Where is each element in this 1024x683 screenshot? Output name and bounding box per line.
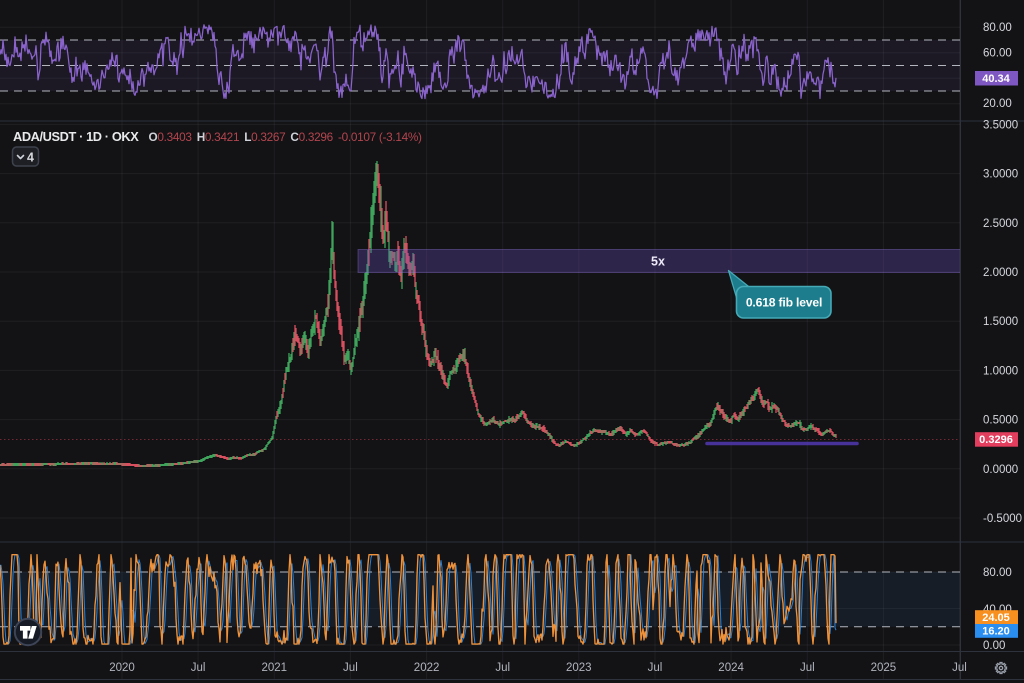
svg-text:0.618 fib level: 0.618 fib level xyxy=(746,296,822,310)
svg-text:40.34: 40.34 xyxy=(982,73,1010,85)
svg-text:4: 4 xyxy=(27,151,34,165)
svg-text:1.0000: 1.0000 xyxy=(983,365,1018,377)
svg-text:ADA/USDT · 1D · OKX: ADA/USDT · 1D · OKX xyxy=(13,129,139,144)
svg-text:2.5000: 2.5000 xyxy=(983,218,1018,230)
svg-text:-0.5000: -0.5000 xyxy=(983,513,1022,525)
svg-text:1.5000: 1.5000 xyxy=(983,316,1018,328)
svg-text:Jul: Jul xyxy=(343,662,358,674)
svg-text:20.00: 20.00 xyxy=(983,98,1012,110)
svg-text:2022: 2022 xyxy=(414,662,440,674)
svg-text:0.5000: 0.5000 xyxy=(983,415,1018,427)
svg-text:5x: 5x xyxy=(651,255,665,269)
svg-text:Jul: Jul xyxy=(191,662,206,674)
svg-text:0.3296: 0.3296 xyxy=(979,434,1013,446)
svg-text:0.00: 0.00 xyxy=(983,640,1005,652)
svg-text:0.0000: 0.0000 xyxy=(983,464,1018,476)
svg-text:Jul: Jul xyxy=(648,662,663,674)
svg-text:60.00: 60.00 xyxy=(983,48,1012,60)
svg-text:Jul: Jul xyxy=(952,662,967,674)
svg-text:2020: 2020 xyxy=(109,662,135,674)
svg-text:2021: 2021 xyxy=(262,662,288,674)
svg-text:24.05: 24.05 xyxy=(982,612,1010,624)
svg-text:2024: 2024 xyxy=(718,662,744,674)
svg-text:3.5000: 3.5000 xyxy=(983,119,1018,131)
svg-text:2023: 2023 xyxy=(566,662,592,674)
svg-text:80.00: 80.00 xyxy=(983,567,1012,579)
svg-text:80.00: 80.00 xyxy=(983,22,1012,34)
svg-text:Jul: Jul xyxy=(495,662,510,674)
svg-text:Jul: Jul xyxy=(800,662,815,674)
svg-text:2.0000: 2.0000 xyxy=(983,267,1018,279)
svg-text:2025: 2025 xyxy=(871,662,897,674)
svg-text:3.0000: 3.0000 xyxy=(983,169,1018,181)
svg-text:16.20: 16.20 xyxy=(982,626,1010,638)
